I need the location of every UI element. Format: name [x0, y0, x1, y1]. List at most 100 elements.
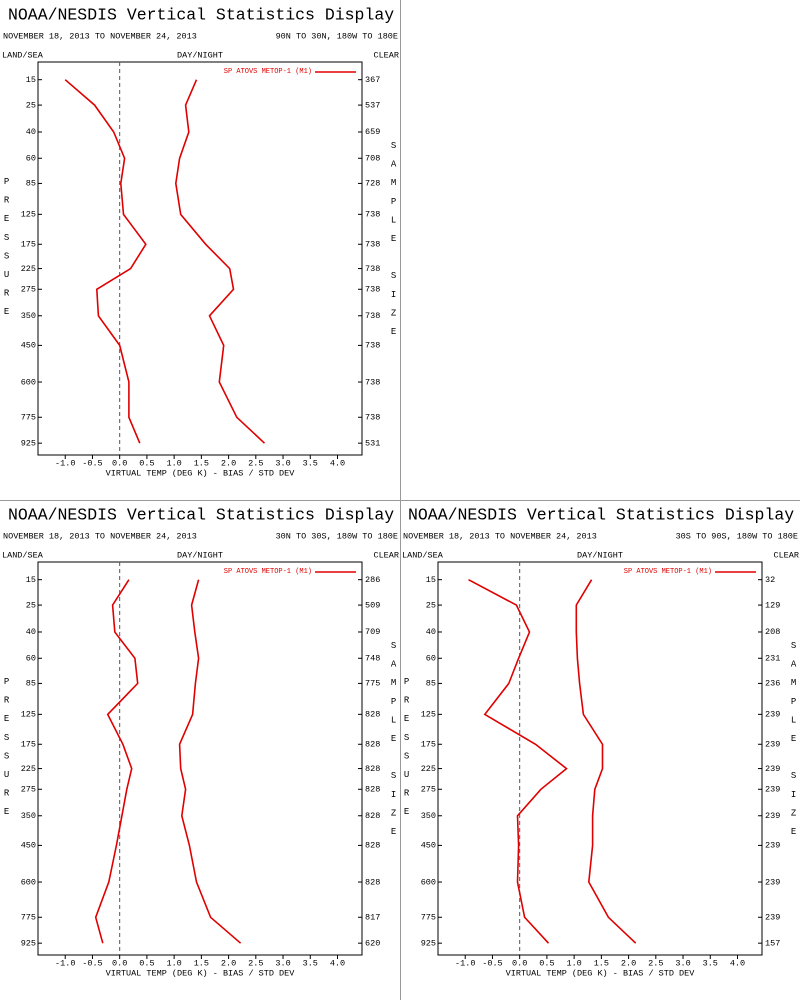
sample-size: 738	[365, 341, 380, 351]
y-axis-label: PRESSURE	[2, 177, 12, 326]
y-tick-label: 925	[21, 938, 36, 948]
x-tick-label: 4.0	[730, 958, 745, 968]
y-tick-label: 775	[21, 413, 36, 423]
sample-size: 828	[365, 877, 380, 887]
y-tick-label: 175	[421, 740, 436, 750]
x-tick-label: 3.0	[275, 958, 290, 968]
panel: NOAA/NESDIS Vertical Statistics Display N…	[402, 505, 799, 978]
x-tick-label: 2.5	[648, 958, 663, 968]
y-tick-label: 125	[421, 710, 436, 720]
y-tick-label: 40	[426, 627, 436, 637]
x-tick-label: 0.5	[539, 958, 554, 968]
sample-size: 231	[765, 654, 780, 664]
sample-size: 129	[765, 600, 780, 610]
x-axis-label: VIRTUAL TEMP (DEG K) - BIAS / STD DEV	[106, 468, 296, 478]
panel: NOAA/NESDIS Vertical Statistics Display N…	[2, 505, 399, 978]
sample-size: 286	[365, 575, 380, 585]
sample-size: 775	[365, 679, 380, 689]
x-tick-label: 2.0	[221, 458, 236, 468]
sample-size: 728	[365, 179, 380, 189]
sample-size: 828	[365, 740, 380, 750]
subtitle: NOVEMBER 18, 2013 TO NOVEMBER 24, 2013	[3, 531, 197, 541]
sample-size: 828	[365, 710, 380, 720]
y-tick-label: 600	[421, 877, 436, 887]
y-tick-label: 275	[21, 285, 36, 295]
x-tick-label: 1.0	[166, 958, 181, 968]
sample-size: 239	[765, 913, 780, 923]
sample-size: 817	[365, 913, 380, 923]
sample-size: 208	[765, 627, 780, 637]
y-tick-label: 25	[426, 600, 436, 610]
bias-line	[468, 578, 568, 944]
y-tick-label: 85	[426, 679, 436, 689]
sample-size: 239	[765, 764, 780, 774]
x-axis-label: VIRTUAL TEMP (DEG K) - BIAS / STD DEV	[106, 968, 296, 978]
y-tick-label: 40	[26, 627, 36, 637]
sample-size: 738	[365, 285, 380, 295]
x-tick-label: 1.5	[194, 958, 209, 968]
sample-axis-label: SAMPLE SIZE	[789, 641, 799, 846]
sample-size: 738	[365, 264, 380, 274]
sample-size: 367	[365, 75, 380, 85]
sample-size: 738	[365, 311, 380, 321]
sample-size: 239	[765, 710, 780, 720]
y-axis-label: PRESSURE	[402, 677, 412, 826]
clear: CLEAR	[373, 50, 399, 60]
bias-line	[94, 579, 139, 944]
x-tick-label: 0.0	[112, 458, 127, 468]
y-tick-label: 125	[21, 710, 36, 720]
y-tick-label: 15	[26, 575, 36, 585]
x-tick-label: 4.0	[330, 958, 345, 968]
y-tick-label: 85	[26, 679, 36, 689]
sample-size: 239	[765, 740, 780, 750]
x-tick-label: 3.5	[703, 958, 718, 968]
x-tick-label: 3.5	[303, 458, 318, 468]
y-tick-label: 600	[21, 377, 36, 387]
x-tick-label: 2.5	[248, 958, 263, 968]
x-tick-label: 0.5	[139, 958, 154, 968]
sample-size: 738	[365, 240, 380, 250]
sample-size: 239	[765, 785, 780, 795]
sample-size: 708	[365, 154, 380, 164]
y-tick-label: 225	[21, 764, 36, 774]
chart-title: NOAA/NESDIS Vertical Statistics Display	[408, 505, 794, 524]
legend-label: SP ATOVS METOP-1 (M1)	[624, 568, 712, 576]
x-tick-label: -1.0	[455, 958, 475, 968]
y-tick-label: 775	[21, 913, 36, 923]
x-tick-label: 2.5	[248, 458, 263, 468]
y-tick-label: 15	[26, 75, 36, 85]
region: 90N TO 30N, 180W TO 180E	[276, 31, 398, 41]
sample-size: 620	[365, 938, 380, 948]
sample-size: 828	[365, 785, 380, 795]
day-night: DAY/NIGHT	[177, 50, 223, 60]
std-dev-line	[174, 79, 266, 444]
sample-size: 738	[365, 377, 380, 387]
y-tick-label: 175	[21, 240, 36, 250]
chart-title: NOAA/NESDIS Vertical Statistics Display	[8, 5, 394, 24]
x-tick-label: 3.0	[275, 458, 290, 468]
sample-size: 659	[365, 127, 380, 137]
x-tick-label: 4.0	[330, 458, 345, 468]
legend-label: SP ATOVS METOP-1 (M1)	[224, 568, 312, 576]
x-tick-label: 2.0	[621, 958, 636, 968]
std-dev-line	[575, 579, 637, 944]
y-tick-label: 60	[426, 654, 436, 664]
land-sea: LAND/SEA	[402, 550, 444, 560]
sample-size: 157	[765, 938, 780, 948]
y-tick-label: 25	[26, 600, 36, 610]
y-tick-label: 125	[21, 210, 36, 220]
legend-label: SP ATOVS METOP-1 (M1)	[224, 68, 312, 76]
x-tick-label: 1.5	[194, 458, 209, 468]
sample-axis-label: SAMPLE SIZE	[389, 641, 399, 846]
y-tick-label: 225	[21, 264, 36, 274]
y-axis-label: PRESSURE	[2, 677, 12, 826]
clear: CLEAR	[373, 550, 399, 560]
sample-size: 828	[365, 841, 380, 851]
x-tick-label: 1.0	[566, 958, 581, 968]
y-tick-label: 450	[21, 841, 36, 851]
y-tick-label: 350	[421, 811, 436, 821]
sample-size: 709	[365, 627, 380, 637]
x-tick-label: -0.5	[82, 458, 102, 468]
x-tick-label: -0.5	[482, 958, 502, 968]
